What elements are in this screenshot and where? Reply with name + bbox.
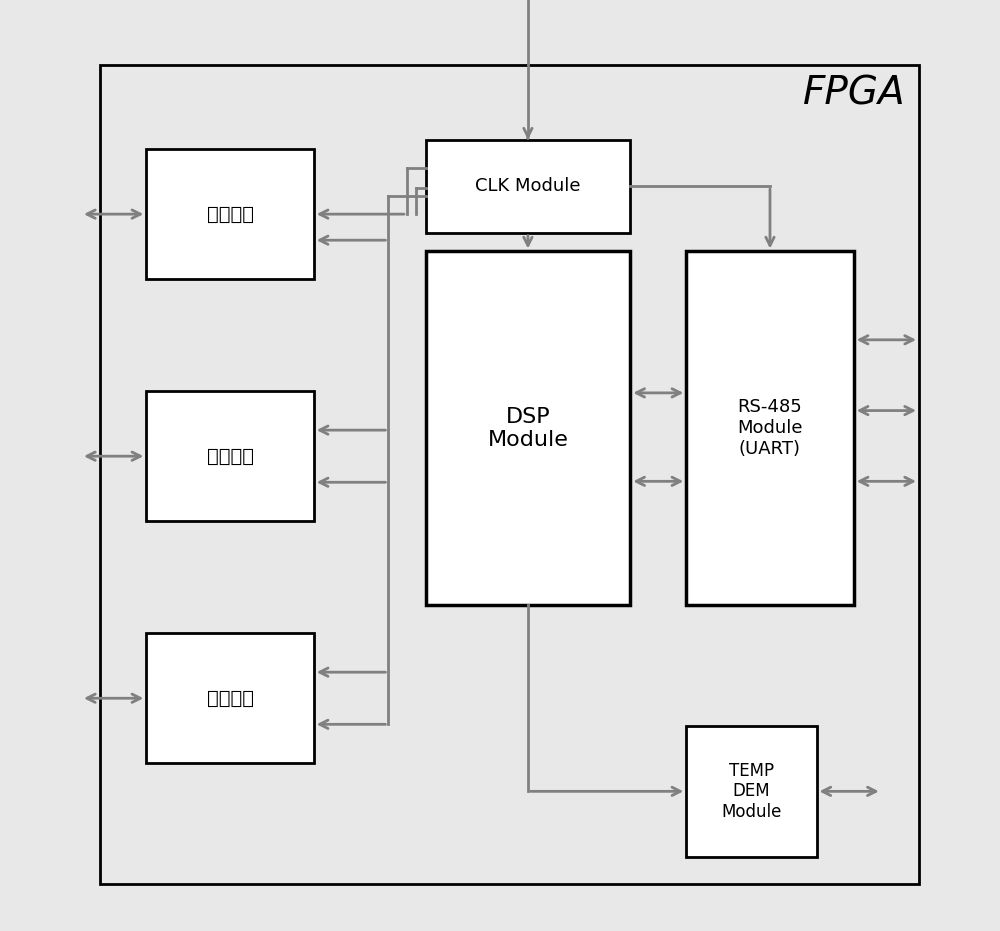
Text: DSP
Module: DSP Module [487,407,568,450]
FancyBboxPatch shape [686,726,817,857]
Text: 接收模块: 接收模块 [207,689,254,708]
Text: 发射模块: 发射模块 [207,205,254,223]
FancyBboxPatch shape [426,251,630,605]
FancyBboxPatch shape [100,65,919,884]
Text: TEMP
DEM
Module: TEMP DEM Module [721,762,782,821]
Text: 收发开关: 收发开关 [207,447,254,466]
Text: RS-485
Module
(UART): RS-485 Module (UART) [737,398,803,458]
FancyBboxPatch shape [146,633,314,763]
FancyBboxPatch shape [146,391,314,521]
FancyBboxPatch shape [146,149,314,279]
Text: FPGA: FPGA [802,74,905,112]
FancyBboxPatch shape [426,140,630,233]
FancyBboxPatch shape [686,251,854,605]
Text: CLK Module: CLK Module [475,177,581,196]
